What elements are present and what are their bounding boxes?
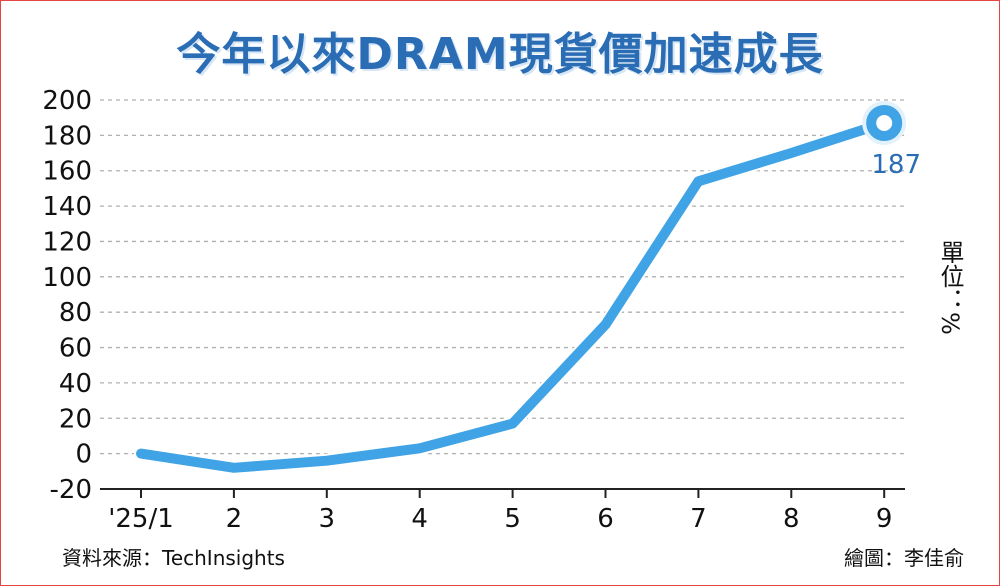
- data-point-1: [232, 466, 235, 469]
- unit-label: 單位：%: [936, 240, 964, 335]
- y-tick-label: 200: [42, 86, 92, 116]
- x-tick-label: 2: [226, 504, 243, 534]
- x-tick-label: 7: [690, 504, 707, 534]
- x-tick-label: 3: [319, 504, 336, 534]
- graphic-credit: 繪圖：李佳俞: [844, 546, 964, 570]
- x-tick-labels: '25/1 2 3 4 5 6 7 8 9: [108, 504, 892, 534]
- chart-title: 今年以來DRAM現貨價加速成長: [176, 29, 824, 80]
- y-tick-label: 120: [42, 227, 92, 257]
- y-tick-label: 20: [59, 404, 92, 434]
- y-tick-label: 180: [42, 121, 92, 151]
- endpoint-marker-center: [876, 114, 893, 131]
- annotations: 187: [862, 100, 921, 180]
- y-tick-label: 40: [59, 369, 92, 399]
- x-axis: [100, 488, 905, 498]
- data-point-5: [604, 323, 607, 326]
- y-tick-label: 80: [59, 298, 92, 328]
- x-tick-label: 6: [597, 504, 614, 534]
- gridlines: [100, 99, 905, 455]
- data-point-0: [140, 452, 142, 455]
- source-note: 資料來源：TechInsights: [62, 546, 285, 570]
- y-tick-label: 100: [42, 263, 92, 293]
- data-point-7: [790, 152, 793, 155]
- x-tick-label: 5: [504, 504, 521, 534]
- y-tick-label: 140: [42, 192, 92, 222]
- data-label-0: 187: [871, 150, 921, 180]
- y-tick-label: 160: [42, 157, 92, 187]
- series-layer: [134, 116, 892, 475]
- x-tick-label: 9: [876, 504, 893, 534]
- x-tick-label: 4: [411, 504, 428, 534]
- y-tick-label: -20: [50, 475, 92, 505]
- y-tick-label: 0: [75, 440, 92, 470]
- data-point-6: [697, 180, 700, 183]
- data-point-3: [418, 447, 421, 450]
- series-line-outline: [134, 116, 892, 475]
- x-tick-label: 8: [783, 504, 800, 534]
- data-point-2: [325, 459, 328, 462]
- x-tick-label: '25/1: [108, 504, 174, 534]
- y-tick-label: 60: [59, 334, 92, 364]
- data-point-4: [511, 422, 514, 425]
